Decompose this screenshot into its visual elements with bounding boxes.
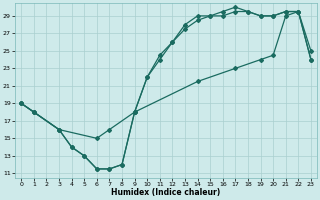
- X-axis label: Humidex (Indice chaleur): Humidex (Indice chaleur): [111, 188, 221, 197]
